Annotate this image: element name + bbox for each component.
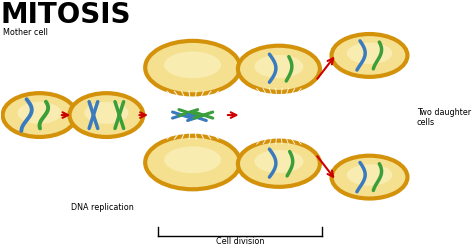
Text: Mother cell: Mother cell (3, 28, 48, 37)
Ellipse shape (346, 164, 392, 186)
Ellipse shape (84, 102, 128, 124)
Text: Cell division: Cell division (216, 237, 264, 246)
Ellipse shape (238, 46, 320, 92)
Ellipse shape (164, 52, 221, 78)
Ellipse shape (145, 136, 240, 189)
Ellipse shape (346, 43, 392, 64)
Ellipse shape (255, 55, 303, 78)
Ellipse shape (70, 93, 143, 137)
Ellipse shape (18, 102, 62, 124)
Ellipse shape (238, 141, 320, 187)
Ellipse shape (255, 150, 303, 173)
Text: MITOSIS: MITOSIS (0, 1, 131, 29)
Ellipse shape (331, 34, 408, 77)
Text: DNA replication: DNA replication (71, 203, 134, 212)
Ellipse shape (331, 156, 408, 199)
Ellipse shape (164, 147, 221, 173)
Text: Two daughter
cells: Two daughter cells (417, 108, 471, 127)
Ellipse shape (3, 93, 76, 137)
Ellipse shape (145, 41, 240, 94)
